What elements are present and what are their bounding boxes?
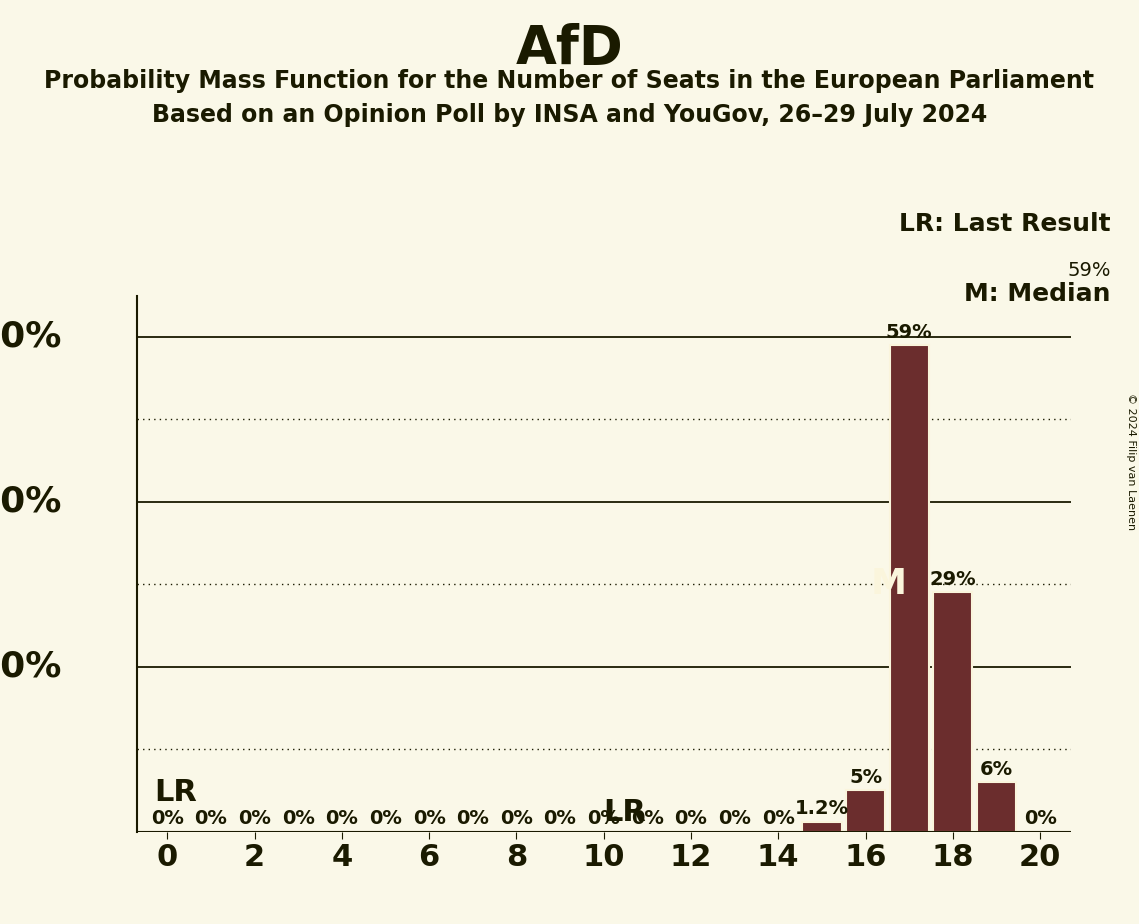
Text: 1.2%: 1.2% xyxy=(795,799,849,819)
Text: 0%: 0% xyxy=(762,809,795,828)
Text: 40%: 40% xyxy=(0,485,62,518)
Text: 0%: 0% xyxy=(631,809,664,828)
Text: 0%: 0% xyxy=(281,809,314,828)
Text: 0%: 0% xyxy=(150,809,183,828)
Text: AfD: AfD xyxy=(516,23,623,75)
Text: LR: Last Result: LR: Last Result xyxy=(899,212,1111,236)
Text: 0%: 0% xyxy=(369,809,402,828)
Text: 59%: 59% xyxy=(1067,261,1111,280)
Text: M: Median: M: Median xyxy=(964,282,1111,306)
Text: Based on an Opinion Poll by INSA and YouGov, 26–29 July 2024: Based on an Opinion Poll by INSA and You… xyxy=(151,103,988,128)
Text: 0%: 0% xyxy=(588,809,620,828)
Text: 0%: 0% xyxy=(719,809,751,828)
Text: Probability Mass Function for the Number of Seats in the European Parliament: Probability Mass Function for the Number… xyxy=(44,69,1095,93)
Text: 0%: 0% xyxy=(412,809,445,828)
Text: 0%: 0% xyxy=(326,809,359,828)
Text: 29%: 29% xyxy=(929,570,976,590)
Text: 20%: 20% xyxy=(0,650,62,684)
Text: 0%: 0% xyxy=(195,809,228,828)
Bar xyxy=(890,346,928,832)
Text: 60%: 60% xyxy=(0,320,62,354)
Text: M: M xyxy=(871,567,907,602)
Text: 0%: 0% xyxy=(457,809,489,828)
Text: 0%: 0% xyxy=(500,809,533,828)
Text: 0%: 0% xyxy=(1024,809,1057,828)
Bar xyxy=(846,790,885,832)
Text: LR: LR xyxy=(604,798,647,827)
Text: 0%: 0% xyxy=(674,809,707,828)
Text: 5%: 5% xyxy=(849,768,882,787)
Text: 0%: 0% xyxy=(543,809,576,828)
Bar xyxy=(977,782,1016,832)
Text: 6%: 6% xyxy=(980,760,1013,779)
Bar xyxy=(933,592,973,832)
Text: 59%: 59% xyxy=(886,322,933,342)
Bar xyxy=(802,821,842,832)
Text: 0%: 0% xyxy=(238,809,271,828)
Text: LR: LR xyxy=(154,777,197,807)
Text: © 2024 Filip van Laenen: © 2024 Filip van Laenen xyxy=(1126,394,1136,530)
